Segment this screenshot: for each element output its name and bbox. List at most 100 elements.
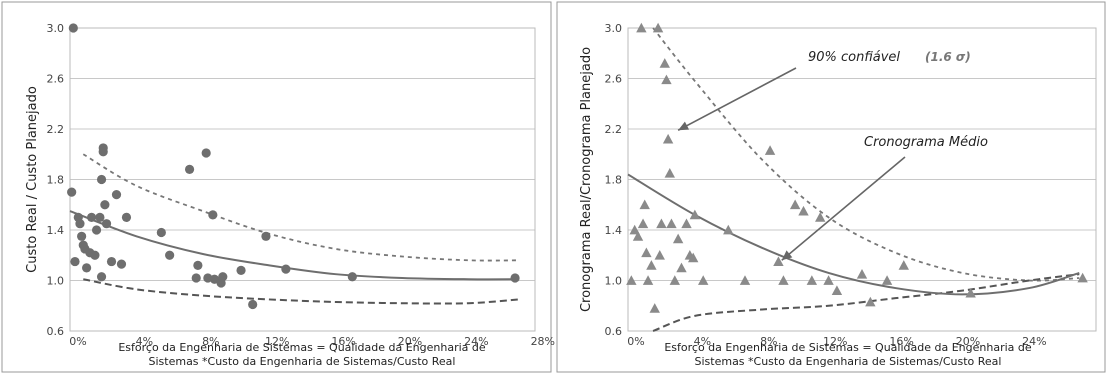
y-axis-label: Custo Real / Custo Planejado [25, 86, 40, 273]
data-point [669, 275, 680, 285]
data-point [70, 256, 80, 267]
data-point [91, 225, 102, 235]
data-point [100, 200, 110, 210]
y-axis-label: Cronograma Real/Cronograma Planejado [579, 47, 594, 312]
x-tick-label: 12% [823, 335, 847, 348]
data-point [281, 264, 291, 274]
data-point [823, 275, 834, 285]
data-point [90, 250, 100, 260]
data-point [664, 167, 675, 178]
annotation-arrow-line [781, 156, 906, 261]
data-point [116, 259, 127, 269]
curve-mean [627, 173, 1080, 296]
data-point [698, 275, 709, 285]
x-tick-label: 24% [464, 335, 488, 348]
y-tick-label: 2.2 [47, 123, 65, 136]
curve-mean [69, 210, 519, 281]
y-tick-label: 0.6 [47, 325, 65, 338]
data-point [642, 275, 654, 285]
y-tick-label: 2.6 [47, 73, 65, 86]
data-point [218, 272, 228, 282]
data-point [347, 272, 357, 282]
data-point [676, 262, 687, 273]
data-point [639, 199, 650, 210]
data-point [898, 260, 909, 270]
data-point [165, 250, 175, 260]
data-point [652, 22, 664, 33]
data-point [101, 219, 112, 229]
y-tick-label: 2.2 [605, 123, 623, 136]
x-tick-label: 12% [265, 335, 289, 348]
data-point [831, 285, 843, 296]
data-point [687, 252, 699, 263]
data-point [815, 212, 826, 222]
annotation-label: Cronograma Médio [864, 135, 988, 150]
data-point [661, 74, 672, 85]
plot-area [627, 27, 1097, 332]
x-axis-label-line: Sistemas *Custo da Engenharia de Sistema… [149, 355, 456, 368]
data-point [723, 224, 734, 235]
data-point [637, 218, 649, 229]
data-point [96, 174, 107, 185]
data-point [68, 23, 78, 33]
data-point [865, 296, 876, 307]
data-point [86, 212, 97, 222]
data-point [629, 224, 640, 235]
data-point [201, 148, 211, 158]
x-tick-label: 20% [956, 335, 980, 348]
data-point [654, 250, 665, 260]
y-tick-label: 3.0 [47, 22, 65, 35]
y-tick-label: 1.4 [605, 224, 623, 237]
curve-upper [82, 153, 519, 262]
data-point [856, 268, 868, 279]
data-point [67, 187, 77, 197]
data-point [82, 263, 92, 273]
x-tick-label: 0% [627, 335, 644, 348]
data-point [106, 256, 117, 267]
data-point [248, 299, 258, 310]
data-point [208, 210, 218, 220]
x-axis-label-line: Esforço da Engenharia de Sistemas = Qual… [664, 341, 1032, 354]
data-point [111, 190, 122, 200]
x-tick-label: 28% [531, 335, 555, 348]
x-tick-label: 24% [1022, 335, 1046, 348]
curve-lower [652, 273, 1080, 332]
x-tick-label: 16% [331, 335, 355, 348]
panel-frame-left [1, 1, 552, 373]
data-point [806, 275, 818, 285]
y-tick-label: 3.0 [605, 22, 623, 35]
chart-cost: 0.6 1.0 1.4 1.8 2.2 2.6 3.0 0% 4% 8% 12% 16% 20% 24% 2… [25, 22, 555, 368]
data-point [649, 303, 660, 313]
data-point [193, 260, 203, 270]
data-point [646, 260, 657, 270]
annotation-arrow-head [678, 121, 690, 131]
y-tick-label: 1.0 [605, 275, 623, 288]
data-point [739, 275, 751, 285]
data-point [689, 209, 701, 220]
data-point [184, 164, 195, 174]
data-point [632, 231, 644, 241]
data-point [666, 218, 677, 229]
curve-lower [83, 278, 519, 305]
data-point [641, 247, 652, 258]
data-point [261, 231, 271, 241]
data-point [191, 273, 201, 283]
data-point [96, 272, 107, 282]
annotation-sublabel: (1.6 σ) [925, 50, 971, 64]
panel-frame-right [556, 1, 1106, 373]
data-point [98, 147, 108, 157]
data-point [798, 205, 809, 216]
annotation-arrow-head [781, 250, 793, 261]
x-axis-label-line: Sistemas *Custo da Engenharia de Sistema… [695, 355, 1002, 368]
data-point [965, 287, 976, 298]
data-point [659, 58, 670, 68]
data-point [121, 212, 132, 222]
data-point [881, 275, 893, 285]
data-point [156, 227, 166, 238]
x-tick-label: 20% [398, 335, 422, 348]
curve-upper [652, 27, 1080, 282]
data-point [626, 275, 637, 285]
annotation-arrow-line [677, 67, 797, 131]
y-tick-label: 1.8 [47, 174, 65, 187]
data-point [672, 233, 684, 244]
